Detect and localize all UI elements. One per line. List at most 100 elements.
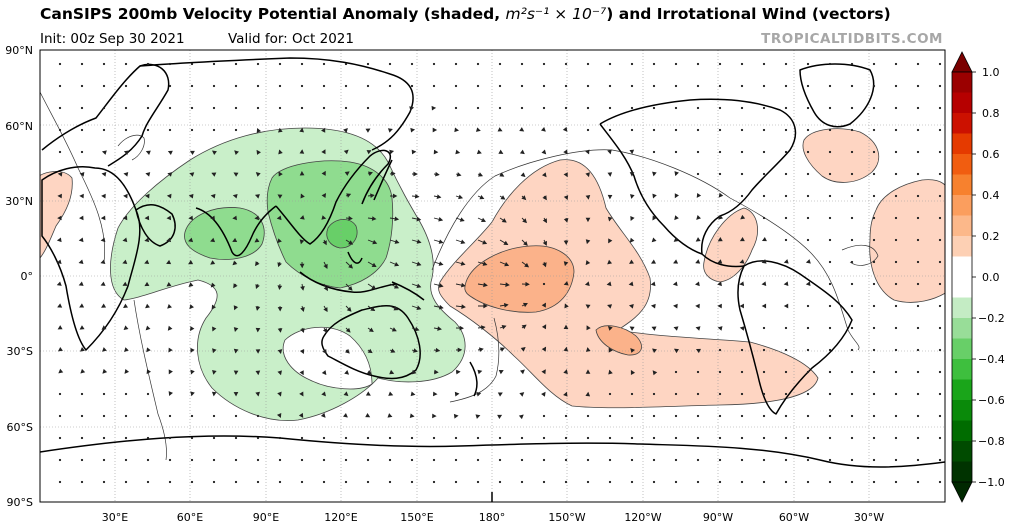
wind-vector [586, 84, 590, 88]
wind-vector-head [345, 327, 351, 333]
wind-vector-head [232, 260, 238, 266]
colorbar-label-9: −0.6 [978, 394, 1005, 407]
wind-vector [608, 480, 612, 484]
wind-vector [520, 480, 524, 484]
wind-vector [762, 458, 766, 462]
wind-vector-head [416, 283, 422, 289]
wind-vector-head [344, 370, 350, 375]
wind-vector-head [524, 262, 530, 268]
wind-vector-head [761, 236, 767, 242]
wind-vector-head [211, 150, 217, 156]
wind-vector-head [370, 193, 375, 199]
wind-vector [784, 392, 788, 396]
wind-vector [652, 414, 656, 418]
wind-vector [938, 150, 942, 154]
wind-vector [630, 436, 634, 440]
lon-label-150w: 150°W [548, 511, 585, 524]
wind-vector [80, 480, 84, 484]
wind-vector [872, 392, 876, 396]
colorbar-bottom-extension [951, 481, 973, 503]
wind-vector [190, 414, 194, 418]
wind-vector-head [254, 215, 260, 221]
wind-vector [630, 392, 634, 396]
wind-vector-head [607, 149, 612, 155]
wind-vector-head [607, 194, 613, 200]
wind-vector [806, 128, 810, 132]
wind-vector [718, 84, 722, 88]
wind-vector-head [461, 304, 466, 309]
wind-vector [564, 62, 568, 66]
wind-vector [784, 62, 788, 66]
wind-vector-head [277, 238, 282, 244]
wind-vector-head [483, 303, 488, 309]
wind-vector [674, 414, 678, 418]
wind-vector-head [628, 303, 634, 309]
wind-vector [894, 480, 898, 484]
wind-vector [212, 106, 216, 110]
wind-vector [146, 480, 150, 484]
wind-vector [784, 480, 788, 484]
wind-vector-head [101, 193, 106, 199]
lon-label-30w: 30°W [854, 511, 884, 524]
wind-vector [586, 62, 590, 66]
wind-vector-head [518, 414, 524, 420]
wind-vector [234, 414, 238, 418]
wind-vector-head [414, 194, 420, 199]
wind-vector-head [255, 391, 260, 397]
wind-vector-head [521, 195, 527, 201]
wind-vector-head [585, 369, 591, 374]
colorbar-label-7: −0.2 [978, 312, 1005, 325]
wind-vector [278, 480, 282, 484]
wind-vector-head [436, 194, 442, 199]
wind-vector [740, 458, 744, 462]
wind-vector-head [168, 369, 173, 375]
wind-vector [894, 282, 898, 286]
wind-vector-head [80, 368, 86, 374]
wind-vector-head [652, 171, 657, 177]
wind-vector [806, 150, 810, 154]
wind-vector-head [167, 150, 173, 155]
wind-vector [454, 480, 458, 484]
wind-vector [564, 84, 568, 88]
wind-vector-head [233, 370, 239, 375]
colorbar-label-8: −0.4 [978, 353, 1005, 366]
wind-vector-head [540, 126, 546, 132]
wind-vector [740, 370, 744, 374]
colorbar-block [952, 174, 972, 196]
wind-vector-head [233, 392, 239, 397]
wind-vector [850, 282, 854, 286]
wind-vector-head [122, 215, 128, 221]
wind-vector-head [432, 127, 438, 133]
wind-vector [432, 480, 436, 484]
wind-vector [806, 304, 810, 308]
wind-vector [718, 348, 722, 352]
colorbar-block [952, 338, 972, 360]
wind-vector-head [651, 237, 657, 243]
wind-vector [762, 480, 766, 484]
wind-vector-head [651, 259, 657, 264]
wind-vector [102, 62, 106, 66]
wind-vector-head [696, 215, 701, 220]
wind-vector [630, 62, 634, 66]
wind-vector [938, 172, 942, 176]
wind-vector [938, 436, 942, 440]
wind-vector [58, 436, 62, 440]
wind-vector [938, 414, 942, 418]
wind-vector [894, 414, 898, 418]
wind-vector-head [144, 215, 150, 221]
wind-vector [828, 62, 832, 66]
wind-vector [784, 194, 788, 198]
wind-vector [740, 414, 744, 418]
wind-vector-head [299, 349, 305, 355]
wind-vector-head [650, 281, 656, 287]
wind-vector-head [348, 240, 354, 245]
coast-south-america [737, 260, 853, 415]
wind-vector-head [255, 172, 261, 177]
wind-vector [674, 150, 678, 154]
wind-vector-head [101, 150, 107, 155]
wind-vector [872, 370, 876, 374]
wind-vector [696, 392, 700, 396]
wind-vector-head [101, 303, 107, 308]
wind-vector [498, 84, 502, 88]
